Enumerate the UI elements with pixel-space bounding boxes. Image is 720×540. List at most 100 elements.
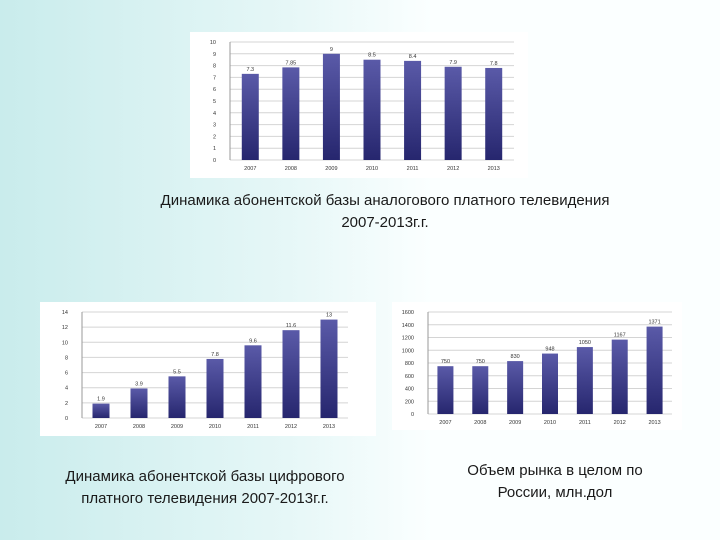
y-tick-label: 400 <box>405 387 414 393</box>
bar <box>244 345 262 418</box>
x-tick-label: 2007 <box>95 424 107 430</box>
y-tick-label: 9 <box>213 52 216 58</box>
analog-tv-caption: Динамика абонентской базы аналогового пл… <box>100 190 670 234</box>
bar <box>444 66 462 160</box>
bar <box>404 60 422 160</box>
x-tick-label: 2011 <box>407 166 419 172</box>
market-volume-chart-svg: 0 200 400 600 800 1000 1200 1400 1600 750 2007 750 2… <box>402 310 672 426</box>
digital-tv-chart: 0 2 4 6 8 10 12 14 1.9 2007 3.9 2008 5.5 2009 7.8 2010 9… <box>40 302 376 436</box>
digital-tv-caption-line-2: платного телевидения 2007-2013г.г. <box>81 490 329 507</box>
x-tick-label: 2010 <box>366 166 378 172</box>
bar <box>206 358 224 418</box>
x-tick-label: 2012 <box>447 166 459 172</box>
data-label: 13 <box>326 313 332 319</box>
data-label: 1.9 <box>97 397 105 403</box>
market-volume-chart: 0 200 400 600 800 1000 1200 1400 1600 750 2007 750 2… <box>392 302 682 430</box>
bar <box>576 347 593 414</box>
x-tick-label: 2013 <box>648 420 660 426</box>
y-tick-label: 14 <box>62 310 68 316</box>
x-tick-label: 2008 <box>133 424 145 430</box>
data-label: 7.3 <box>246 67 254 73</box>
y-tick-label: 0 <box>411 412 414 418</box>
data-label: 7.9 <box>449 60 457 66</box>
data-label: 948 <box>545 347 554 353</box>
y-tick-label: 7 <box>213 75 216 81</box>
analog-tv-chart: 0 1 2 3 4 5 6 7 8 9 10 7.3 2007 7.85 2008 9 2009 8.5 2010 8… <box>190 32 528 178</box>
y-tick-label: 12 <box>62 325 68 331</box>
market-volume-caption-line-1: Объем рынка в целом по <box>467 462 643 479</box>
x-tick-label: 2012 <box>614 420 626 426</box>
x-tick-label: 2009 <box>509 420 521 426</box>
data-label: 9.6 <box>249 338 257 344</box>
bar <box>363 59 381 161</box>
data-label: 3.9 <box>135 381 143 387</box>
y-tick-label: 600 <box>405 374 414 380</box>
data-label: 11.6 <box>286 323 296 329</box>
x-tick-label: 2007 <box>439 420 451 426</box>
bar <box>130 388 148 418</box>
bar <box>542 353 558 414</box>
bar <box>241 73 259 160</box>
digital-tv-caption: Динамика абонентской базы цифрового плат… <box>20 466 390 510</box>
y-tick-label: 3 <box>213 123 216 129</box>
x-tick-label: 2007 <box>244 166 256 172</box>
data-label: 8.4 <box>409 54 417 60</box>
y-tick-label: 8 <box>65 355 68 361</box>
y-tick-label: 6 <box>213 87 216 93</box>
y-tick-label: 1200 <box>402 336 414 342</box>
bar <box>472 366 489 414</box>
y-tick-label: 4 <box>65 386 68 392</box>
analog-tv-chart-svg: 0 1 2 3 4 5 6 7 8 9 10 7.3 2007 7.85 2008 9 2009 8.5 2010 8… <box>210 40 514 172</box>
y-tick-label: 200 <box>405 399 414 405</box>
bar <box>282 330 300 418</box>
y-tick-label: 800 <box>405 361 414 367</box>
bar <box>320 319 338 418</box>
bar <box>322 53 340 160</box>
data-label: 7.8 <box>211 352 219 358</box>
bar <box>437 366 454 414</box>
digital-tv-chart-svg: 0 2 4 6 8 10 12 14 1.9 2007 3.9 2008 5.5 2009 7.8 2010 9… <box>62 310 348 430</box>
data-label: 1371 <box>648 320 660 326</box>
y-tick-label: 1000 <box>402 348 414 354</box>
x-tick-label: 2009 <box>171 424 183 430</box>
y-tick-label: 6 <box>65 371 68 377</box>
data-label: 750 <box>476 359 485 365</box>
market-volume-caption-line-2: России, млн.дол <box>497 484 613 501</box>
data-label: 1050 <box>579 340 591 346</box>
x-tick-label: 2011 <box>247 424 259 430</box>
y-tick-label: 2 <box>213 134 216 140</box>
data-label: 7.8 <box>490 61 498 67</box>
bar <box>507 361 524 414</box>
y-tick-label: 5 <box>213 99 216 105</box>
data-label: 8.5 <box>368 53 376 59</box>
x-tick-label: 2012 <box>285 424 297 430</box>
data-label: 1167 <box>614 333 626 339</box>
data-label: 9 <box>330 47 333 53</box>
bar <box>646 326 663 414</box>
x-tick-label: 2008 <box>474 420 486 426</box>
x-tick-label: 2013 <box>488 166 500 172</box>
data-label: 830 <box>511 354 520 360</box>
x-tick-label: 2009 <box>325 166 337 172</box>
y-tick-label: 8 <box>213 64 216 70</box>
x-tick-label: 2010 <box>544 420 556 426</box>
x-tick-label: 2011 <box>579 420 591 426</box>
x-tick-label: 2010 <box>209 424 221 430</box>
bar <box>168 376 186 418</box>
analog-tv-caption-line-1: Динамика абонентской базы аналогового пл… <box>160 192 610 209</box>
digital-tv-caption-line-1: Динамика абонентской базы цифрового <box>65 468 345 485</box>
y-tick-label: 10 <box>62 340 68 346</box>
y-tick-label: 4 <box>213 111 216 117</box>
y-tick-label: 0 <box>213 158 216 164</box>
bar <box>282 67 300 160</box>
data-label: 5.5 <box>173 369 181 375</box>
y-tick-label: 1400 <box>402 323 414 329</box>
x-tick-label: 2013 <box>323 424 335 430</box>
data-label: 750 <box>441 359 450 365</box>
y-tick-label: 1600 <box>402 310 414 316</box>
y-tick-label: 10 <box>210 40 216 46</box>
y-tick-label: 0 <box>65 416 68 422</box>
x-tick-label: 2008 <box>285 166 297 172</box>
data-label: 7.85 <box>285 60 296 66</box>
market-volume-caption: Объем рынка в целом по России, млн.дол <box>440 460 670 504</box>
